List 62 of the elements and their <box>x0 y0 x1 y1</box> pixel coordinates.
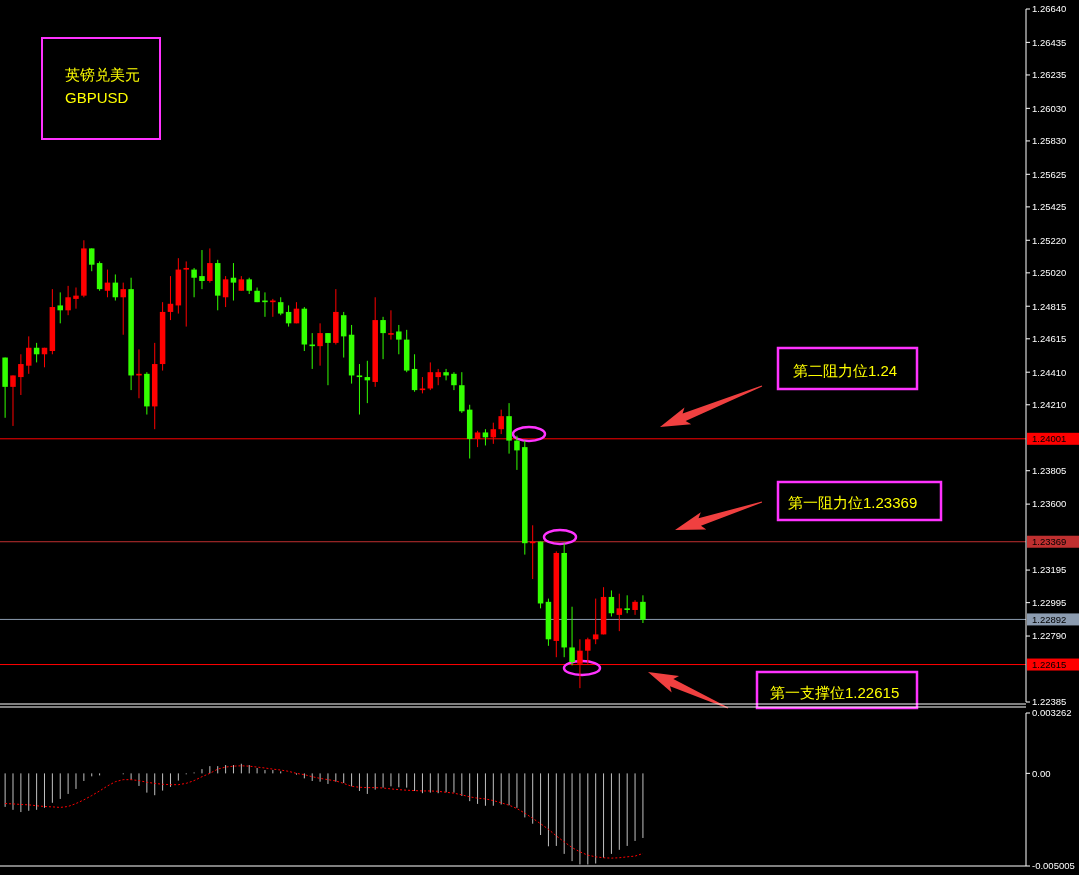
ref-line-label: 1.22892 <box>1032 613 1067 625</box>
y-tick-label: 1.26030 <box>1032 102 1067 114</box>
candlestick <box>632 599 638 616</box>
ref-line-label: 1.23369 <box>1032 536 1067 548</box>
line-series <box>4 765 644 859</box>
annotation: GBPUSD <box>65 89 129 106</box>
annotation: 第一阻力位1.23369 <box>788 494 918 511</box>
annotation: 英镑兑美元 <box>65 66 140 83</box>
y-tick-label: 1.26640 <box>1032 3 1067 15</box>
y-tick-label: 1.25020 <box>1032 267 1067 279</box>
candlestick <box>325 332 331 386</box>
y-tick-label: 1.25425 <box>1032 201 1067 213</box>
candlestick <box>569 606 575 666</box>
y-tick-label: 1.26435 <box>1032 36 1067 48</box>
candlestick <box>18 353 24 396</box>
y-tick-label: 1.22790 <box>1032 630 1067 642</box>
y-tick-label: 1.25220 <box>1032 234 1067 246</box>
candlestick <box>73 287 79 310</box>
candlestick <box>120 282 126 336</box>
y-tick-label: 1.23805 <box>1032 465 1067 477</box>
candlestick <box>498 409 504 435</box>
annotation: 第一支撑位1.22615 <box>770 684 900 701</box>
candlestick <box>191 267 197 298</box>
candlestick <box>592 598 599 645</box>
candlestick <box>207 247 213 284</box>
candlestick <box>443 368 449 381</box>
candlestick <box>356 363 363 416</box>
y-tick-label: 1.24615 <box>1032 333 1067 345</box>
candlestick <box>380 316 386 360</box>
y-tick-label: 0.00 <box>1032 767 1051 779</box>
annotation: 第二阻力位1.24 <box>793 362 898 379</box>
candlestick <box>222 275 229 308</box>
candlestick <box>183 260 189 328</box>
candlestick <box>230 262 237 302</box>
ref-line-label: 1.24001 <box>1032 433 1067 445</box>
candlestick <box>616 593 623 632</box>
y-tick-label: 0.003262 <box>1032 707 1072 719</box>
candlestick <box>396 324 402 355</box>
candlestick <box>340 311 347 359</box>
candlestick <box>57 291 63 324</box>
y-tick-label: 1.23195 <box>1032 564 1067 576</box>
y-tick-label: 1.26235 <box>1032 69 1067 81</box>
candlestick <box>640 594 646 624</box>
ref-line-label: 1.22615 <box>1032 658 1067 670</box>
candlestick <box>514 435 520 471</box>
y-tick-label: 1.24210 <box>1032 399 1067 411</box>
y-tick-label: 1.24410 <box>1032 366 1067 378</box>
candlestick <box>388 309 394 341</box>
y-tick-label: 1.22385 <box>1032 696 1067 708</box>
y-tick-label: 1.24815 <box>1032 300 1067 312</box>
candlestick <box>411 353 418 393</box>
candlestick <box>65 285 71 316</box>
candlestick <box>10 374 16 427</box>
y-tick-label: -0.005005 <box>1032 860 1075 872</box>
candlestick <box>88 247 95 272</box>
candlestick <box>25 335 32 375</box>
candlestick <box>317 322 323 367</box>
y-tick-label: 1.25625 <box>1032 168 1067 180</box>
y-tick-label: 1.25830 <box>1032 135 1067 147</box>
y-tick-label: 1.23600 <box>1032 498 1067 510</box>
y-tick-label: 1.22995 <box>1032 596 1067 608</box>
candlestick <box>199 249 205 290</box>
